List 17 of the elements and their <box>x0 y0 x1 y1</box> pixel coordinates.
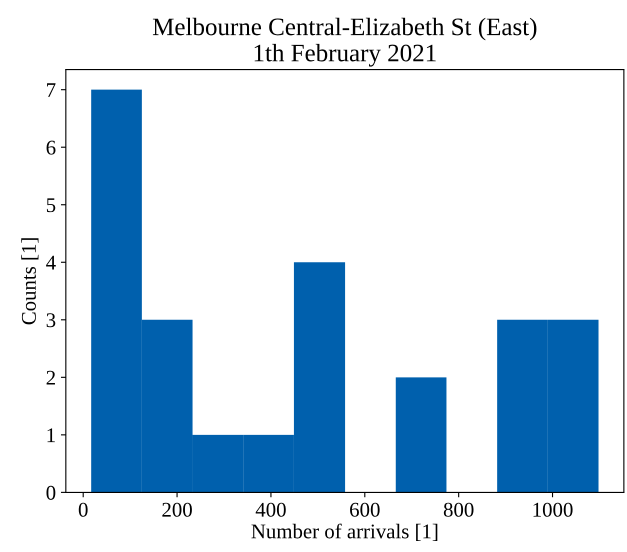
y-tick-label: 6 <box>46 140 56 155</box>
x-tick-label: 1000 <box>534 502 573 517</box>
y-tick-label: 7 <box>47 83 56 97</box>
y-tick-label: 1 <box>48 428 55 442</box>
x-tick-label: 0 <box>78 502 88 517</box>
y-tick-label: 0 <box>46 486 56 500</box>
x-tick-label: 600 <box>350 502 380 517</box>
x-tick-label: 800 <box>444 502 474 517</box>
x-tick-label: 200 <box>162 502 192 517</box>
x-tick-label: 400 <box>256 502 286 517</box>
y-tick-label: 2 <box>46 370 55 385</box>
y-tick-label: 5 <box>46 198 56 212</box>
x-axis-title: Number of arrivals [1] <box>251 524 438 542</box>
y-tick-label: 3 <box>46 313 56 328</box>
y-axis-title: Counts [1] <box>21 238 38 324</box>
y-tick-label: 4 <box>46 256 56 270</box>
chart-title: Melbourne Central-Elizabeth St (East) 1th February 2021 <box>152 18 536 67</box>
